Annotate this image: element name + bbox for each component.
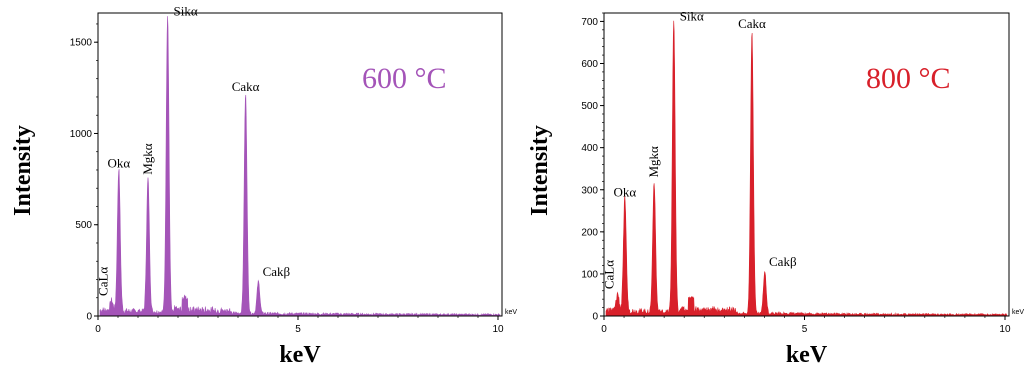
peak-label: Okα xyxy=(613,184,636,199)
y-tick-label: 400 xyxy=(581,143,598,154)
spectrum-series xyxy=(99,16,501,317)
axis-unit-label: keV xyxy=(505,309,517,316)
y-tick-label: 1000 xyxy=(70,129,93,140)
peak-label: CaLα xyxy=(96,267,111,296)
peak-label: Mgkα xyxy=(140,143,155,175)
y-axis-title: Intensity xyxy=(10,125,36,216)
temperature-annotation: 600 °C xyxy=(362,62,447,95)
x-tick-label: 5 xyxy=(295,324,301,335)
peak-label: Mgkα xyxy=(646,146,661,178)
y-axis-title: Intensity xyxy=(527,125,553,216)
axis-unit-label: keV xyxy=(1012,309,1024,316)
x-tick-label: 10 xyxy=(492,324,504,335)
y-tick-label: 200 xyxy=(581,227,598,238)
peak-label: Cakα xyxy=(738,16,766,31)
x-tick-label: 5 xyxy=(802,324,808,335)
y-tick-label: 700 xyxy=(581,17,598,28)
y-tick-label: 0 xyxy=(86,312,92,323)
x-tick-label: 0 xyxy=(95,324,101,335)
plot-frame xyxy=(603,12,1010,317)
peak-label: CaLα xyxy=(602,260,617,289)
y-tick-label: 500 xyxy=(75,220,92,231)
y-tick-label: 500 xyxy=(581,101,598,112)
y-tick-label: 600 xyxy=(581,59,598,70)
y-tick-label: 300 xyxy=(581,185,598,196)
chart-panel-1: 0 500 1000 1500 0 5 10 keV keV Intensity 600 °C CaL… xyxy=(10,3,517,368)
chart-panel-2: 0 100 200 300 400 500 600 700 0 5 10 keV keV Intensit… xyxy=(527,9,1024,368)
y-tick-label: 100 xyxy=(581,269,598,280)
peak-label: Cakβ xyxy=(769,254,797,269)
x-axis-title: keV xyxy=(786,342,828,368)
plot-frame xyxy=(97,12,503,317)
peak-label: Cakα xyxy=(232,79,260,94)
peak-label: Cakβ xyxy=(263,264,291,279)
x-tick-label: 0 xyxy=(601,324,607,335)
temperature-annotation: 800 °C xyxy=(866,62,951,95)
spectrum-series xyxy=(605,20,1008,317)
x-axis-title: keV xyxy=(279,342,321,368)
x-tick-label: 10 xyxy=(999,324,1011,335)
y-tick-label: 1500 xyxy=(70,38,93,49)
y-tick-label: 0 xyxy=(592,312,598,323)
peak-label: Sikα xyxy=(174,3,198,18)
peak-label: Okα xyxy=(107,156,130,171)
peak-label: Sikα xyxy=(680,9,704,24)
